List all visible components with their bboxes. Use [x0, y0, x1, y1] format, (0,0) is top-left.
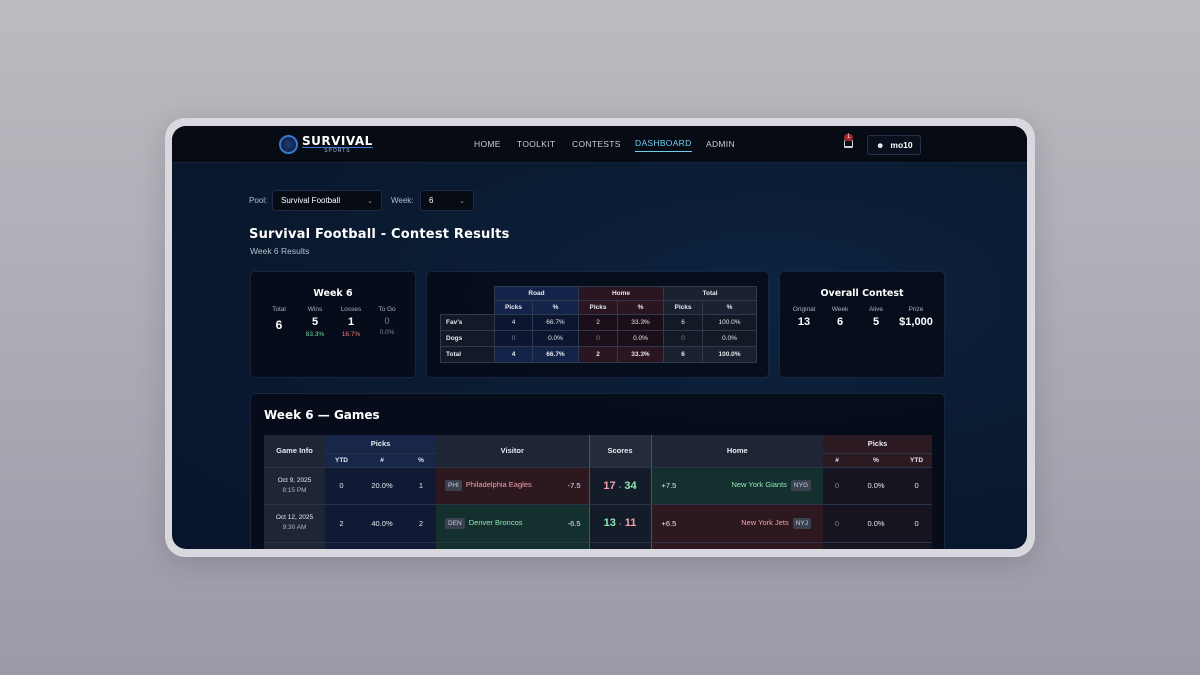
- stat-prize: Prize $1,000: [899, 306, 933, 328]
- top-nav: SURVIVAL SPORTS HOME TOOLKIT CONTESTS DAS…: [172, 126, 1027, 163]
- week-value: 6: [429, 196, 434, 205]
- user-menu-button[interactable]: ☻ mo10: [867, 135, 921, 155]
- notification-badge: 1: [844, 134, 854, 141]
- page-subtitle: Week 6 Results: [250, 246, 310, 256]
- card-title: Overall Contest: [820, 288, 904, 299]
- games-table: Game Info Picks Visitor Scores Home Picks YTD…: [264, 435, 933, 549]
- pool-value: Survival Football: [281, 196, 341, 205]
- week-summary-card: Week 6 Total 6 Wins 5 83.3% Losses 1 16.7% To…: [250, 271, 416, 378]
- pool-label: Pool:: [249, 196, 268, 205]
- overall-contest-card: Overall Contest Original 13 Week 6 Alive 5 …: [779, 271, 945, 378]
- stat-week: Week 6: [831, 306, 849, 328]
- stat-total: Total 6: [272, 306, 286, 332]
- games-card: Week 6 — Games Game Info Picks Visitor Scor…: [250, 393, 945, 549]
- stat-to-go: To Go 0 0.0%: [378, 306, 396, 336]
- page-title: Survival Football - Contest Results: [249, 227, 510, 242]
- logo-text: SURVIVAL: [302, 133, 373, 148]
- chevron-down-icon: ⌄: [459, 197, 465, 205]
- picks-breakdown-table: Road Home Total Picks% Picks% Picks% Fav's 4 6…: [440, 286, 758, 363]
- stat-wins: Wins 5 83.3%: [305, 306, 325, 338]
- logo-ball-icon: [279, 135, 298, 154]
- stat-alive: Alive 5: [868, 306, 884, 328]
- picks-breakdown-card: Road Home Total Picks% Picks% Picks% Fav's 4 6…: [426, 271, 769, 378]
- user-icon: ☻: [876, 140, 885, 150]
- stat-losses: Losses 1 16.7%: [340, 306, 362, 338]
- nav-contests[interactable]: CONTESTS: [572, 139, 621, 149]
- games-title: Week 6 — Games: [264, 408, 380, 422]
- logo-subtext: SPORTS: [302, 146, 373, 154]
- logo[interactable]: SURVIVAL SPORTS: [279, 135, 373, 154]
- nav-home[interactable]: HOME: [474, 139, 501, 149]
- nav-admin[interactable]: ADMIN: [706, 139, 735, 149]
- username: mo10: [890, 140, 913, 150]
- table-row: Total 4 66.7% 2 33.3% 6 100.0%: [440, 346, 758, 363]
- pool-select[interactable]: Survival Football ⌄: [272, 190, 382, 211]
- card-title: Week 6: [313, 288, 353, 299]
- app-screen: SURVIVAL SPORTS HOME TOOLKIT CONTESTS DAS…: [172, 126, 1027, 549]
- device-frame: SURVIVAL SPORTS HOME TOOLKIT CONTESTS DAS…: [165, 118, 1035, 557]
- game-row[interactable]: Oct 9, 2025 8:15 PM 0 20.0% 1 PHI Philadelph…: [264, 467, 933, 505]
- nav-toolkit[interactable]: TOOLKIT: [517, 139, 556, 149]
- nav-dashboard[interactable]: DASHBOARD: [635, 138, 692, 152]
- game-row[interactable]: Oct 12, 2025 9:30 AM 2 40.0% 2 DEN Denver Br…: [264, 504, 933, 543]
- week-select[interactable]: 6 ⌄: [420, 190, 474, 211]
- week-label: Week:: [391, 196, 414, 205]
- chevron-down-icon: ⌄: [367, 197, 373, 205]
- table-row: Dogs 0 0.0% 0 0.0% 0 0.0%: [440, 330, 758, 347]
- stat-original: Original 13: [792, 306, 816, 328]
- table-row: Fav's 4 66.7% 2 33.3% 6 100.0%: [440, 314, 758, 331]
